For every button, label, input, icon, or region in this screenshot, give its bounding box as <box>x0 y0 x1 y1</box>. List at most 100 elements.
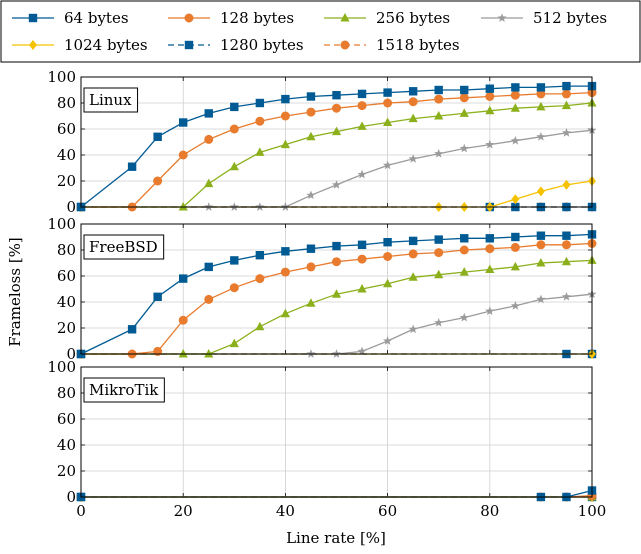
y-tick-label: 0 <box>66 198 76 216</box>
data-point <box>178 150 188 160</box>
y-tick-label: 100 <box>47 215 76 233</box>
x-tick-label: 20 <box>174 502 193 520</box>
y-ticks: 0 20 40 60 80 100 <box>47 358 592 506</box>
data-point <box>204 349 214 358</box>
data-point <box>204 109 213 118</box>
data-point <box>306 92 316 101</box>
series-group <box>76 81 597 212</box>
panel-freebsd: 0 20 40 60 80 100 FreeBSD <box>47 215 597 363</box>
data-point <box>536 83 546 92</box>
data-point <box>179 118 188 127</box>
series-group <box>76 486 597 502</box>
x-tick-label: 80 <box>480 502 499 520</box>
data-point <box>408 272 418 281</box>
data-point <box>204 178 214 188</box>
series-128-bytes <box>76 88 597 212</box>
data-point <box>485 244 495 254</box>
data-point <box>204 134 214 144</box>
panel-label-text: MikroTik <box>89 381 159 399</box>
series-line <box>81 489 593 498</box>
data-point <box>357 284 367 293</box>
data-point <box>383 160 393 170</box>
data-point <box>408 97 418 107</box>
data-point <box>331 126 342 136</box>
data-point <box>536 294 546 304</box>
data-point <box>383 252 393 261</box>
legend-label: 1518 bytes <box>376 36 460 54</box>
legend-label: 128 bytes <box>220 9 294 27</box>
data-point <box>332 91 341 100</box>
data-point <box>485 84 494 93</box>
data-point <box>229 161 239 171</box>
legend-marker-circle <box>184 13 194 23</box>
data-point <box>281 94 290 104</box>
y-tick-label: 0 <box>66 488 76 506</box>
data-point <box>561 292 572 301</box>
y-tick-label: 80 <box>57 241 76 259</box>
data-point <box>561 89 571 99</box>
data-point <box>281 247 290 256</box>
data-point <box>332 257 341 267</box>
data-point <box>255 98 265 108</box>
y-tick-label: 0 <box>66 345 76 363</box>
data-point <box>332 241 341 251</box>
data-point <box>306 244 316 253</box>
data-point <box>408 249 418 259</box>
data-point <box>434 85 443 95</box>
panel-frame <box>80 76 593 208</box>
data-point <box>127 162 137 171</box>
data-point <box>255 116 265 126</box>
legend-box <box>0 0 641 63</box>
data-point <box>536 89 546 99</box>
panel-label-box <box>83 377 165 403</box>
legend: 64 bytes 128 bytes 256 bytes 512 bytes 1024 … <box>0 0 641 63</box>
y-tick-label: 40 <box>57 436 76 454</box>
data-point <box>153 292 162 301</box>
panel-label: Linux <box>83 87 139 113</box>
panel-frame <box>80 366 593 498</box>
legend-label: 1024 bytes <box>64 36 148 54</box>
data-point <box>153 132 162 141</box>
legend-label: 256 bytes <box>376 9 450 27</box>
data-point <box>357 101 367 111</box>
legend-entry-1024-bytes: 1024 bytes <box>12 36 148 54</box>
data-point <box>434 318 444 327</box>
data-point <box>434 111 444 120</box>
data-point <box>280 139 290 149</box>
y-tick-label: 20 <box>57 319 76 337</box>
data-point <box>255 321 265 331</box>
panel-label-box <box>83 234 165 260</box>
data-point <box>357 89 367 99</box>
data-point <box>561 240 571 250</box>
legend-entry-256-bytes: 256 bytes <box>324 9 450 27</box>
legend-entry-64-bytes: 64 bytes <box>12 9 129 27</box>
data-point <box>511 83 520 92</box>
data-point <box>255 251 265 260</box>
data-point <box>280 111 290 121</box>
x-tick-label: 60 <box>378 502 397 520</box>
legend-entry-1518-bytes: 1518 bytes <box>324 36 460 54</box>
data-point <box>178 349 188 358</box>
data-point <box>562 81 571 91</box>
data-point <box>204 294 214 304</box>
series-line <box>80 233 593 355</box>
data-point <box>306 298 316 307</box>
series-64-bytes <box>76 230 597 359</box>
data-point <box>561 256 572 266</box>
y-tick-label: 40 <box>57 293 76 311</box>
data-point <box>510 301 520 310</box>
data-point <box>434 148 444 158</box>
panel-label-text: FreeBSD <box>89 238 158 256</box>
y-tick-label: 80 <box>57 384 76 402</box>
panel-linux: 0 20 40 60 80 100 Linux <box>47 68 597 216</box>
y-tick-label: 100 <box>47 358 76 376</box>
data-point <box>459 143 469 153</box>
data-point <box>178 315 188 325</box>
panel-label: FreeBSD <box>83 234 165 260</box>
data-point <box>383 238 392 247</box>
y-tick-label: 80 <box>57 94 76 112</box>
x-ticks: 0 20 40 60 80 100 <box>76 367 606 520</box>
data-point <box>229 124 239 134</box>
y-tick-label: 60 <box>57 410 76 428</box>
panel-label-text: Linux <box>89 91 132 109</box>
